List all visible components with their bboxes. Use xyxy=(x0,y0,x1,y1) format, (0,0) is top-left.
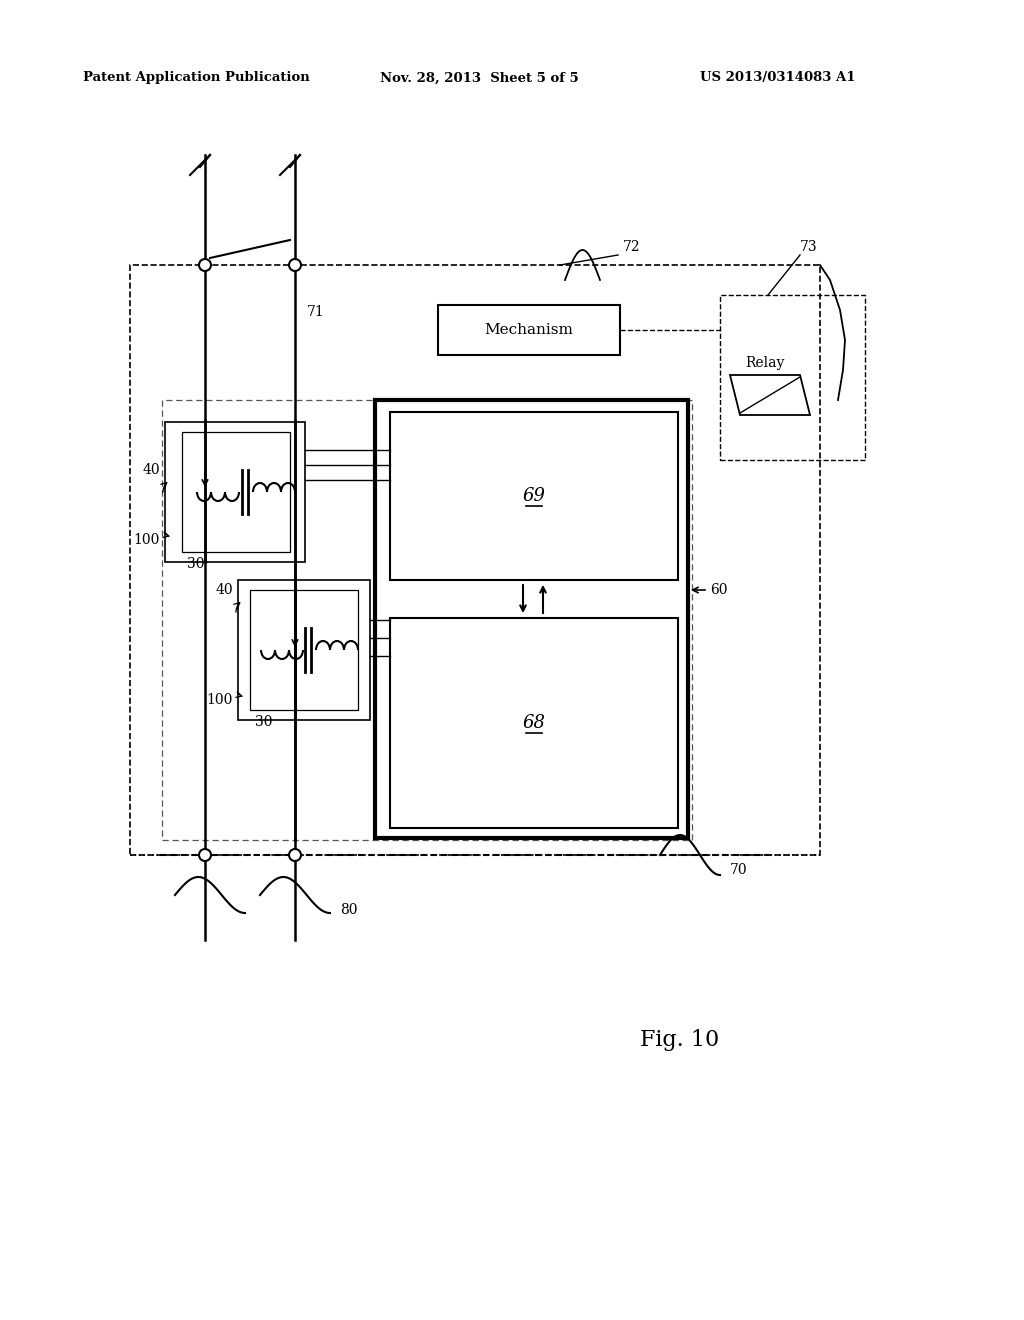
FancyBboxPatch shape xyxy=(250,590,358,710)
Text: 71: 71 xyxy=(307,305,325,319)
Circle shape xyxy=(199,259,211,271)
FancyBboxPatch shape xyxy=(238,579,370,719)
Text: Patent Application Publication: Patent Application Publication xyxy=(83,71,309,84)
Text: 73: 73 xyxy=(800,240,817,253)
Text: Nov. 28, 2013  Sheet 5 of 5: Nov. 28, 2013 Sheet 5 of 5 xyxy=(380,71,579,84)
Text: Relay: Relay xyxy=(745,356,784,370)
FancyBboxPatch shape xyxy=(165,422,305,562)
FancyBboxPatch shape xyxy=(438,305,620,355)
Text: 30: 30 xyxy=(187,557,205,572)
Polygon shape xyxy=(730,375,810,414)
Circle shape xyxy=(289,259,301,271)
Text: 80: 80 xyxy=(340,903,357,917)
Text: 69: 69 xyxy=(522,487,546,506)
FancyBboxPatch shape xyxy=(390,412,678,579)
FancyBboxPatch shape xyxy=(390,618,678,828)
Text: US 2013/0314083 A1: US 2013/0314083 A1 xyxy=(700,71,855,84)
Text: 30: 30 xyxy=(255,715,272,729)
FancyBboxPatch shape xyxy=(182,432,290,552)
Text: 60: 60 xyxy=(710,583,727,597)
Text: 100: 100 xyxy=(207,693,233,708)
Text: 72: 72 xyxy=(623,240,641,253)
Text: Fig. 10: Fig. 10 xyxy=(640,1030,719,1051)
Circle shape xyxy=(199,849,211,861)
Text: Mechanism: Mechanism xyxy=(484,323,573,337)
Text: 40: 40 xyxy=(142,463,160,477)
Text: 100: 100 xyxy=(133,533,160,546)
Text: 40: 40 xyxy=(215,583,233,597)
Text: 70: 70 xyxy=(730,863,748,876)
Circle shape xyxy=(289,849,301,861)
Text: 68: 68 xyxy=(522,714,546,733)
